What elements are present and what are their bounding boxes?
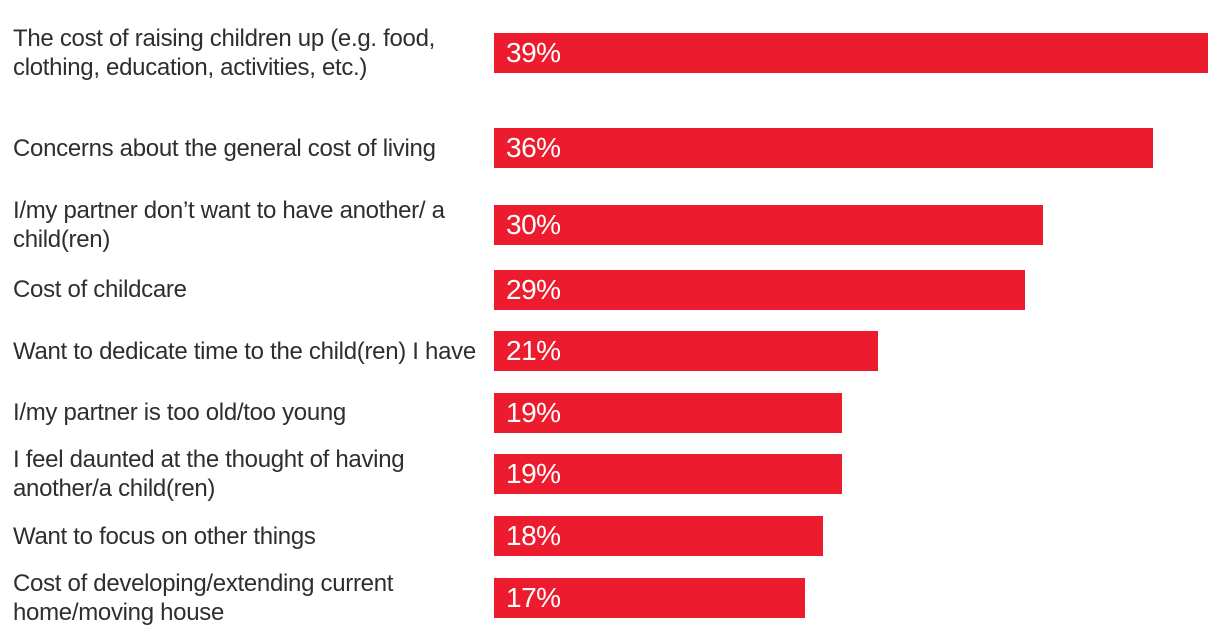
bar-track: 19% [494,454,1220,494]
category-label: Cost of childcare [13,276,187,303]
value-label: 21% [506,335,561,366]
bar-track: 17% [494,578,1220,618]
chart-row: Want to dedicate time to the child(ren) … [0,320,1220,382]
chart-row: Want to focus on other things 18% [0,505,1220,567]
value-label: 19% [506,396,561,428]
bar: 19% [494,454,842,494]
chart-row: I feel daunted at the thought of having … [0,443,1220,505]
bar-track: 29% [494,269,1220,310]
bar-track: 36% [494,128,1220,168]
chart-row: Cost of developing/extending current hom… [0,567,1220,629]
bar-track: 19% [494,392,1220,433]
bar: 17% [494,578,805,618]
value-label: 36% [506,132,561,163]
category-label: Want to dedicate time to the child(ren) … [13,337,476,365]
value-label: 19% [506,458,561,489]
category-label: Cost of developing/extending current hom… [13,570,394,626]
category-label: Concerns about the general cost of livin… [13,134,436,162]
bar: 30% [494,204,1043,245]
bar: 36% [494,128,1153,168]
category-label: The cost of raising children up (e.g. fo… [13,25,436,81]
value-label: 39% [506,37,561,68]
category-label: I/my partner is too old/too young [13,399,346,426]
category-label: I/my partner don’t want to have another/… [13,196,445,253]
value-label: 30% [506,208,561,240]
bar: 39% [494,33,1208,73]
bar: 21% [494,331,878,371]
bar-track: 39% [494,33,1220,73]
bar-track: 18% [494,516,1220,556]
bar: 19% [494,392,842,433]
chart-row: Cost of childcare 29% [0,259,1220,320]
category-label: I feel daunted at the thought of having … [13,446,405,502]
bar-track: 30% [494,204,1220,245]
chart-row: Concerns about the general cost of livin… [0,106,1220,190]
bar-track: 21% [494,331,1220,371]
bar: 18% [494,516,823,556]
value-label: 17% [506,582,561,613]
bar-chart: The cost of raising children up (e.g. fo… [0,0,1220,629]
chart-row: I/my partner don’t want to have another/… [0,190,1220,259]
value-label: 18% [506,520,561,551]
bar: 29% [494,269,1025,310]
chart-row: I/my partner is too old/too young 19% [0,382,1220,443]
chart-rows: The cost of raising children up (e.g. fo… [0,0,1220,629]
value-label: 29% [506,273,561,305]
chart-row: The cost of raising children up (e.g. fo… [0,0,1220,106]
category-label: Want to focus on other things [13,522,316,550]
